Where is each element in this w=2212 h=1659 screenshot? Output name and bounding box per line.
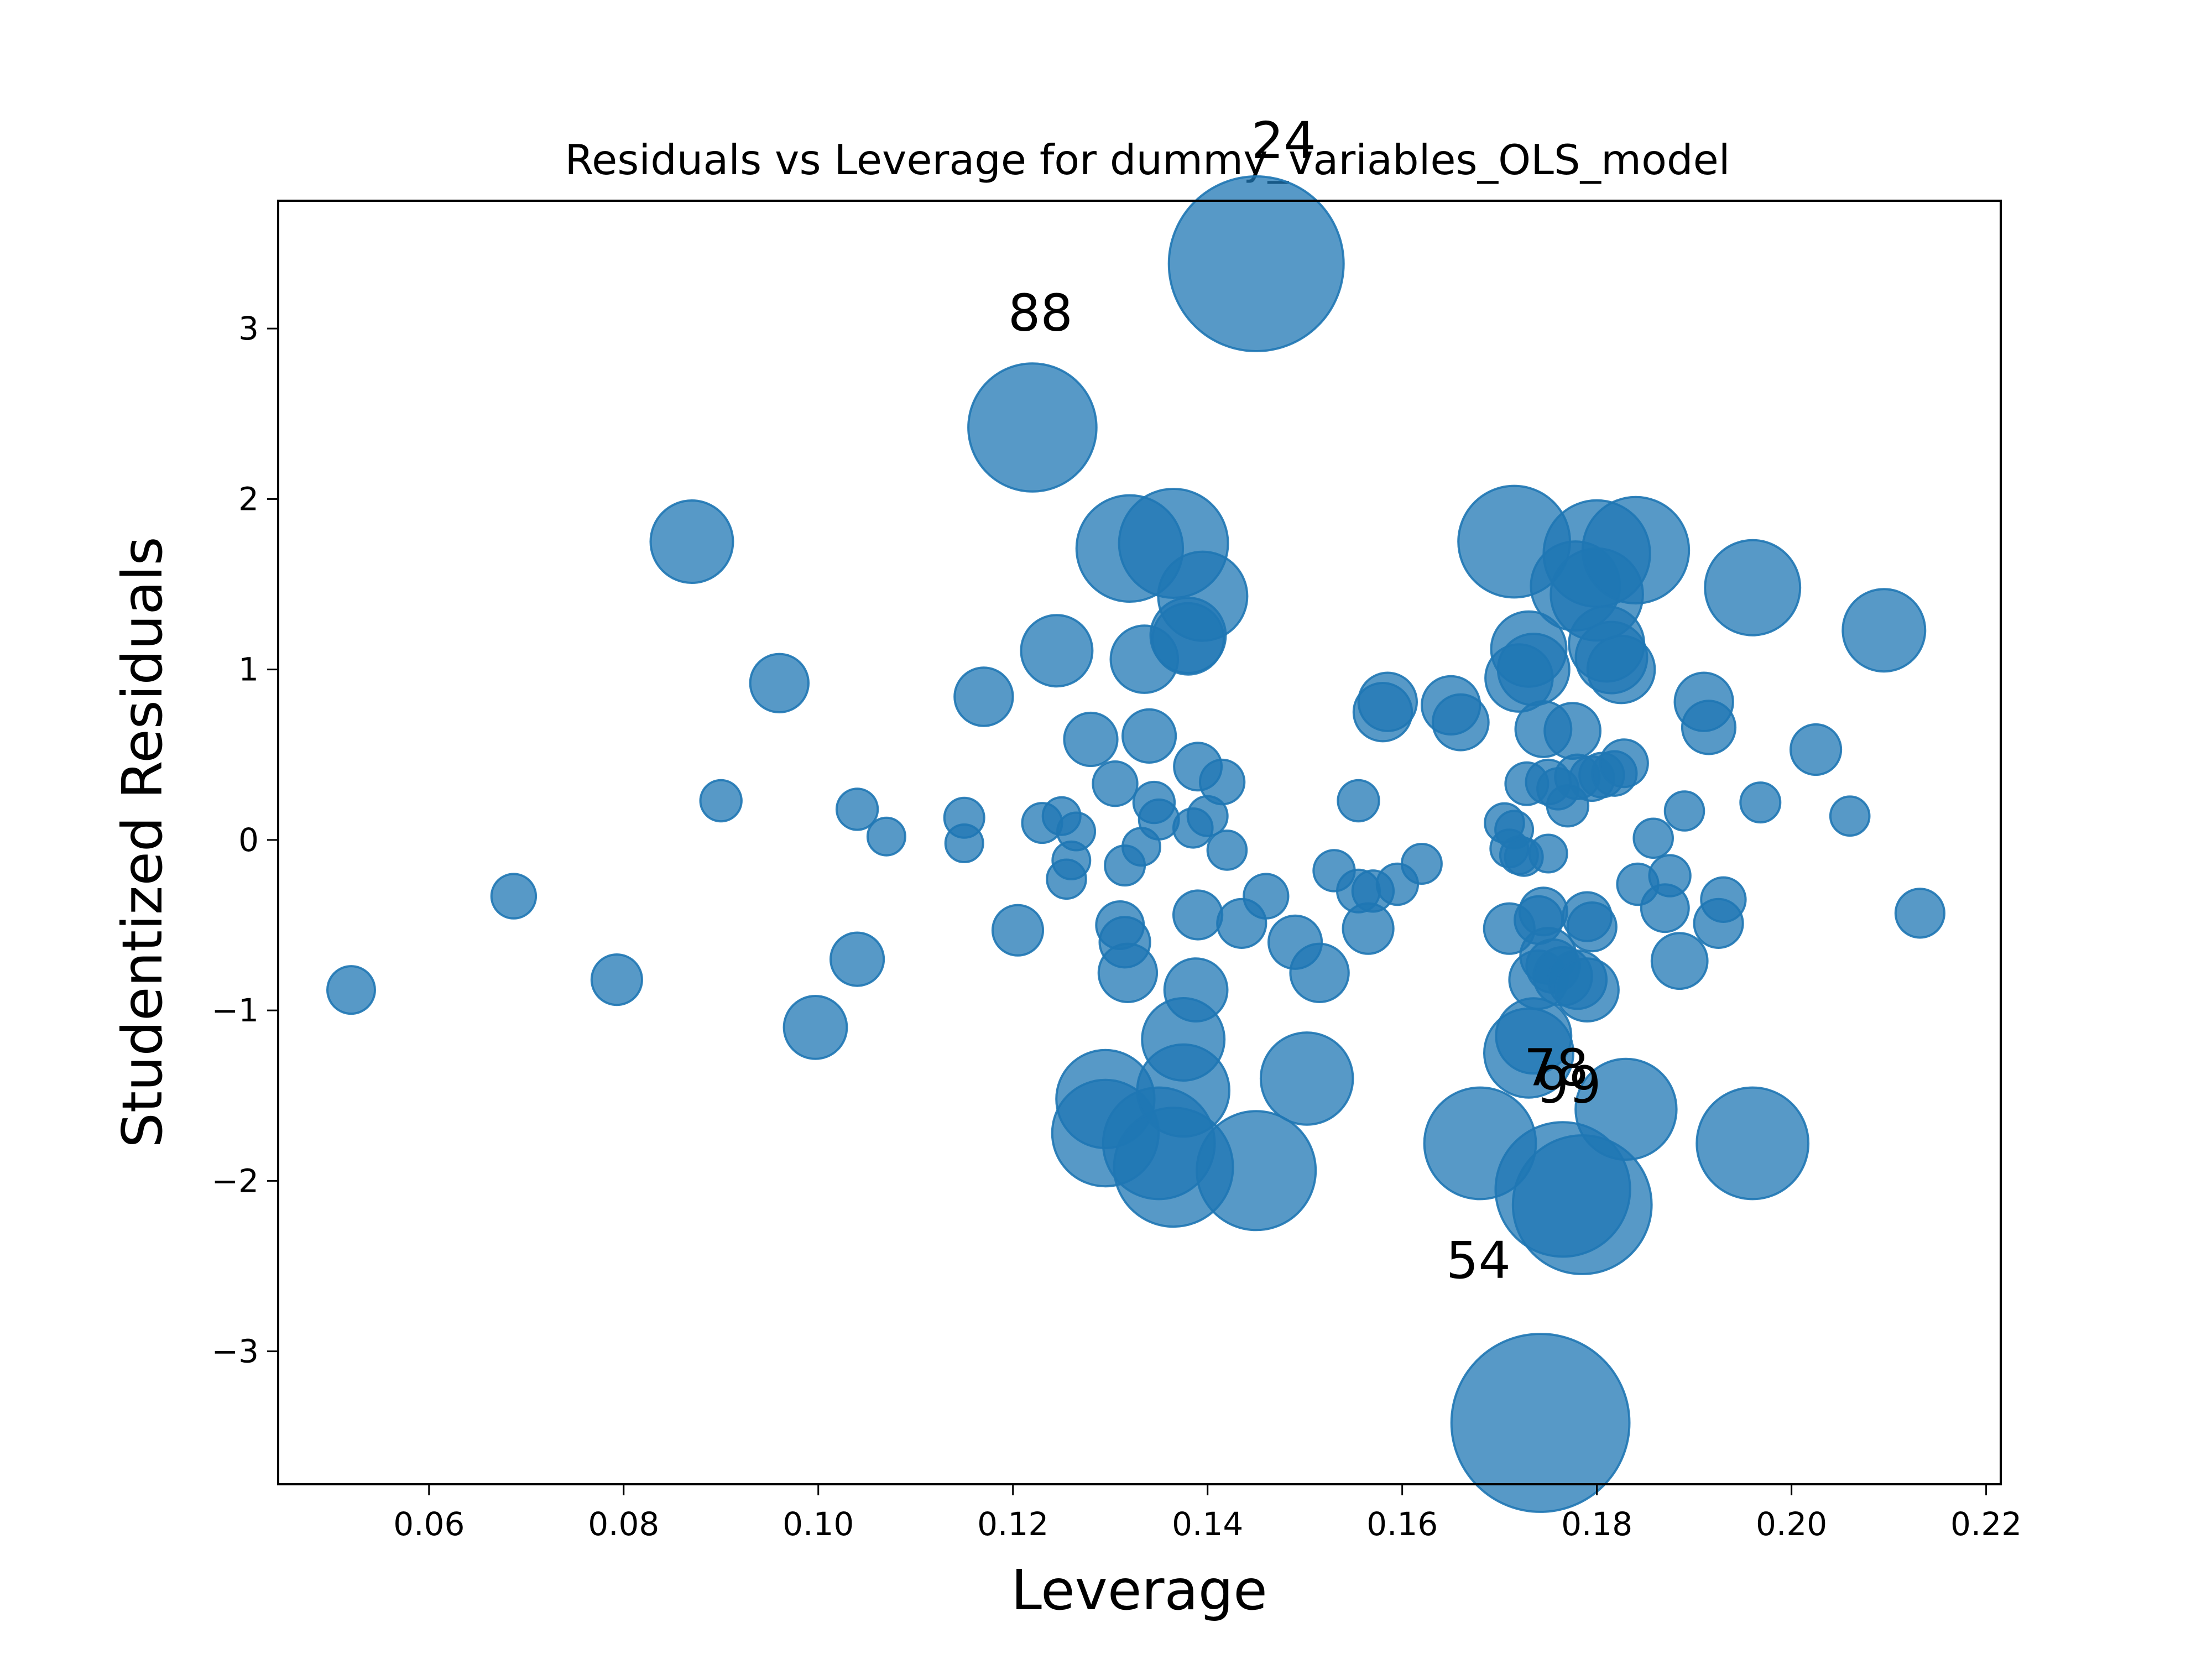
data-point-126 — [1739, 781, 1782, 824]
point-annotation-24: 24 — [1251, 111, 1316, 170]
data-point-103 — [1566, 901, 1618, 953]
data-point-123 — [1700, 876, 1747, 924]
data-point-4 — [699, 779, 743, 823]
data-point-63 — [1357, 671, 1418, 732]
data-point-100 — [1554, 957, 1620, 1022]
data-point-8 — [830, 931, 885, 987]
y-tick-label: 0 — [238, 821, 259, 859]
data-point-113 — [1581, 495, 1691, 605]
bubble-layer — [326, 175, 1945, 1513]
data-point-45 — [1172, 889, 1224, 941]
y-tick-label: 3 — [238, 310, 259, 347]
y-tick-label: −3 — [212, 1333, 259, 1370]
data-point-3 — [649, 499, 734, 584]
x-tick-label: 0.16 — [1366, 1505, 1438, 1543]
data-point-46 — [1157, 550, 1249, 642]
data-point-53 — [1243, 873, 1290, 920]
data-point-21 — [1063, 711, 1119, 768]
data-point-128 — [1829, 795, 1871, 837]
data-point-49 — [1206, 830, 1248, 871]
data-point-58 — [1337, 779, 1380, 823]
data-point-115 — [1632, 817, 1674, 859]
plot-frame — [277, 200, 2002, 1485]
data-point-121 — [1681, 700, 1737, 755]
data-point-7 — [835, 787, 879, 831]
data-point-117 — [1648, 854, 1692, 898]
y-tick-label: 2 — [238, 480, 259, 518]
data-point-34 — [1138, 798, 1180, 841]
data-point-118 — [1650, 932, 1709, 990]
data-point-80 — [1496, 633, 1571, 707]
data-point-119 — [1663, 790, 1705, 832]
y-tick-label: 1 — [238, 651, 259, 688]
data-point-9 — [866, 816, 906, 857]
data-point-56 — [1289, 942, 1350, 1004]
point-annotation-88: 88 — [1008, 283, 1073, 342]
data-point-129 — [1841, 588, 1927, 673]
data-point-87 — [1528, 833, 1568, 874]
y-tick-label: −2 — [212, 1162, 259, 1199]
point-annotation-54: 54 — [1446, 1231, 1511, 1290]
data-point-111 — [1599, 738, 1649, 789]
x-tick-label: 0.10 — [782, 1505, 854, 1543]
x-tick-label: 0.20 — [1756, 1505, 1827, 1543]
data-point-6 — [782, 995, 848, 1060]
x-tick-label: 0.14 — [1172, 1505, 1243, 1543]
y-axis-label: Studentized Residuals — [110, 536, 175, 1147]
data-point-20 — [1056, 811, 1097, 852]
y-tick-label: −1 — [212, 992, 259, 1029]
data-point-32 — [1121, 708, 1177, 764]
chart-title: Residuals vs Leverage for dummy_variable… — [565, 135, 1730, 184]
x-tick-label: 0.08 — [588, 1505, 659, 1543]
data-point-2 — [590, 953, 644, 1006]
data-point-51 — [1167, 175, 1345, 352]
data-point-0 — [326, 965, 376, 1015]
data-point-43 — [1163, 957, 1229, 1022]
data-point-48 — [1198, 758, 1246, 806]
data-point-16 — [1020, 614, 1094, 688]
data-point-13 — [991, 904, 1045, 957]
data-point-24 — [1092, 760, 1139, 807]
x-tick-label: 0.18 — [1561, 1505, 1632, 1543]
data-point-1 — [490, 873, 538, 920]
point-annotation-78: 78 — [1524, 1039, 1589, 1098]
x-axis: 0.06 0.08 0.10 0.12 0.14 0.16 0.18 0.20 0.22 — [393, 1484, 2022, 1543]
data-point-55 — [1259, 1031, 1354, 1126]
data-point-110 — [1586, 634, 1656, 705]
x-axis-label: Leverage — [1011, 1558, 1267, 1623]
data-point-95 — [1543, 702, 1602, 760]
data-point-125 — [1695, 1086, 1810, 1201]
data-point-112 — [1574, 1057, 1678, 1161]
data-point-124 — [1704, 539, 1802, 637]
data-point-11 — [944, 823, 984, 863]
y-axis: −3 −2 −1 0 1 2 3 — [212, 310, 278, 1370]
data-point-65 — [1400, 843, 1443, 885]
data-point-130 — [1894, 888, 1945, 939]
data-point-52 — [1196, 1110, 1317, 1232]
data-point-67 — [1431, 693, 1490, 752]
data-point-28 — [1097, 942, 1159, 1004]
x-tick-label: 0.06 — [393, 1505, 465, 1543]
data-point-14 — [967, 362, 1098, 493]
data-point-127 — [1790, 723, 1843, 776]
data-point-12 — [953, 666, 1014, 727]
x-tick-label: 0.12 — [977, 1505, 1048, 1543]
x-tick-label: 0.22 — [1950, 1505, 2022, 1543]
data-point-84 — [1450, 1333, 1631, 1513]
data-point-5 — [749, 653, 810, 714]
point-annotation-99: 99 — [1537, 1056, 1601, 1115]
